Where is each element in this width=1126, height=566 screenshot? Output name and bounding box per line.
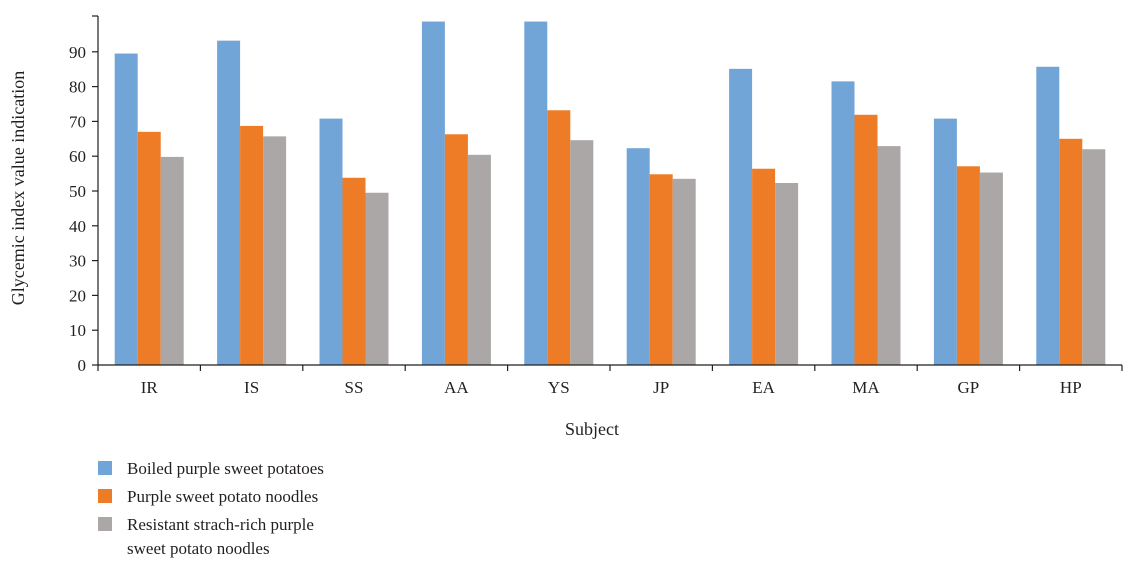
bar-ss-series-3 (365, 192, 389, 365)
bar-ss-series-1 (319, 118, 343, 365)
bar-is-series-2 (240, 125, 264, 365)
x-tick-label: JP (653, 378, 669, 397)
x-tick-label: MA (852, 378, 880, 397)
bar-is-series-1 (217, 40, 241, 365)
bar-hp-series-2 (1059, 138, 1083, 365)
x-tick-label: GP (958, 378, 980, 397)
bar-aa-series-1 (421, 21, 445, 366)
bar-ea-series-3 (775, 182, 799, 365)
y-tick-label: 40 (69, 217, 86, 236)
bar-ma-series-1 (831, 81, 855, 365)
bar-ma-series-3 (877, 146, 901, 365)
y-tick-label: 90 (69, 43, 86, 62)
bars (114, 21, 1106, 366)
y-axis: 0 10 20 30 40 50 60 70 80 90 (69, 15, 99, 375)
bar-ma-series-2 (854, 114, 878, 366)
x-tick-label: AA (444, 378, 469, 397)
x-axis-label: Subject (565, 419, 619, 439)
y-tick-label: 50 (69, 182, 86, 201)
legend-label: Purple sweet potato noodles (127, 487, 318, 506)
y-tick-label: 10 (69, 321, 86, 340)
bar-ys-series-2 (547, 110, 571, 365)
x-tick-label: IS (244, 378, 259, 397)
bar-ss-series-2 (342, 177, 366, 365)
y-tick-label: 0 (78, 356, 87, 375)
bar-gp-series-2 (956, 166, 980, 365)
bar-ys-series-3 (570, 140, 594, 365)
x-tick-label: IR (141, 378, 159, 397)
bar-jp-series-2 (649, 174, 673, 365)
legend-label: sweet potato noodles (127, 539, 270, 558)
bar-ir-series-3 (160, 156, 184, 365)
y-tick-label: 20 (69, 286, 86, 305)
legend-swatch (98, 461, 112, 475)
legend-swatch (98, 517, 112, 531)
bar-gp-series-3 (979, 172, 1003, 365)
bar-gp-series-1 (933, 118, 957, 365)
x-axis: IR IS SS AA YS JP EA MA GP HP (97, 364, 1123, 397)
bar-ea-series-1 (729, 68, 753, 366)
x-tick-label: EA (752, 378, 775, 397)
bar-hp-series-1 (1036, 66, 1060, 365)
x-tick-label: YS (548, 378, 570, 397)
y-axis-label: Glycemic index value indication (8, 71, 28, 305)
legend-label: Resistant strach-rich purple (127, 515, 314, 534)
y-tick-label: 60 (69, 147, 86, 166)
bar-ys-series-1 (524, 21, 548, 366)
y-tick-label: 80 (69, 78, 86, 97)
x-tick-label: SS (345, 378, 364, 397)
x-tick-label: HP (1060, 378, 1082, 397)
legend-swatch (98, 489, 112, 503)
legend: Boiled purple sweet potatoes Purple sweet… (98, 459, 324, 558)
bar-ir-series-1 (114, 53, 138, 365)
bar-jp-series-1 (626, 148, 650, 365)
bar-aa-series-2 (444, 134, 468, 365)
y-tick-label: 30 (69, 252, 86, 271)
bar-hp-series-3 (1082, 149, 1106, 365)
bar-jp-series-3 (672, 178, 696, 365)
bar-is-series-3 (263, 136, 287, 365)
bar-aa-series-3 (467, 154, 491, 365)
y-tick-label: 70 (69, 112, 86, 131)
bar-ir-series-2 (137, 131, 161, 365)
bar-ea-series-2 (752, 168, 776, 365)
legend-label: Boiled purple sweet potatoes (127, 459, 324, 478)
